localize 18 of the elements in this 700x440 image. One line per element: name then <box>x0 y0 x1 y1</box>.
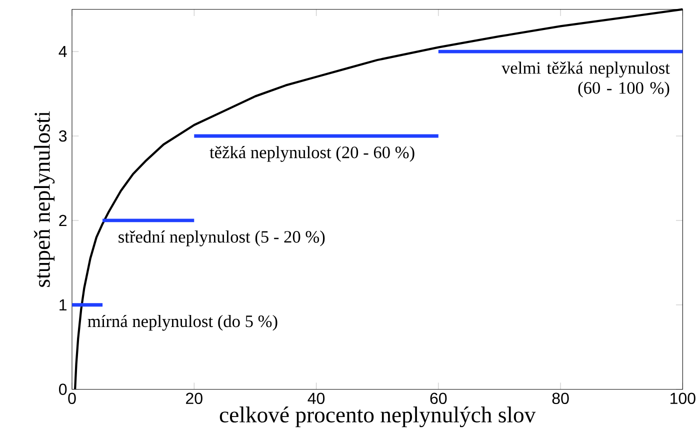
x-tick-label: 80 <box>552 392 569 404</box>
y-tick-label: 2 <box>59 214 66 226</box>
annotation: těžká neplynulost (20 - 60 %) <box>210 146 414 162</box>
y-axis-title: stupeň neplynulosti <box>34 111 55 287</box>
annotation: mírná neplynulost (do 5 %) <box>88 314 278 331</box>
y-tick-label: 0 <box>59 384 67 395</box>
y-tick-label: 1 <box>60 299 67 310</box>
x-axis-title: celkové procento neplynulých slov <box>220 406 536 428</box>
annotation: velmi těžká neplynulost (60 - 100 %) <box>501 62 670 98</box>
x-tick-label: 40 <box>308 392 325 404</box>
line-series <box>74 8 684 390</box>
x-tick-label: 60 <box>430 392 447 404</box>
y-tick-label: 4 <box>58 46 67 58</box>
annotation: střední neplynulost (5 - 20 %) <box>118 230 325 246</box>
x-tick-label: 0 <box>68 392 76 404</box>
y-tick-label: 3 <box>59 130 67 142</box>
x-tick-label: 100 <box>670 392 696 404</box>
x-tick-label: 20 <box>186 392 202 404</box>
